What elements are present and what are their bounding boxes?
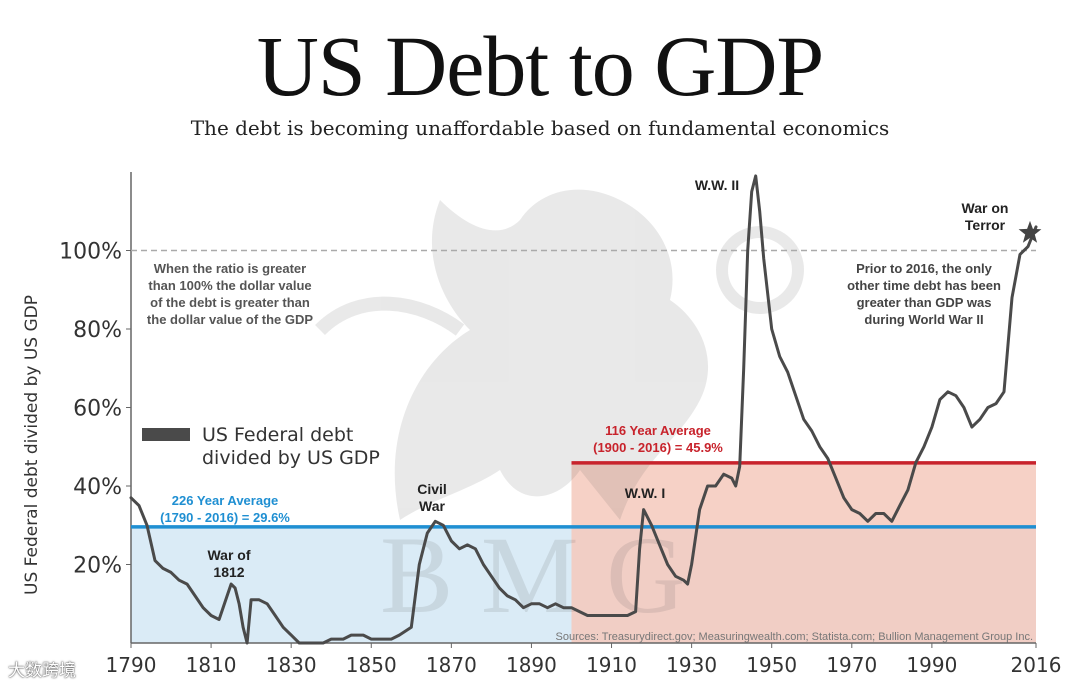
annotation-text: War of: [207, 547, 250, 563]
annotation-text: Civil: [417, 481, 447, 497]
x-tick-label: 1910: [586, 653, 637, 677]
x-tick-label: 1850: [346, 653, 397, 677]
x-tick-label: 1950: [746, 653, 797, 677]
y-tick-label: 20%: [73, 554, 122, 579]
annotation-text: W.W. I: [625, 485, 665, 501]
annotation-text: greater than GDP was: [857, 295, 992, 310]
x-tick-label: 1930: [666, 653, 717, 677]
annotation-text: 1812: [213, 564, 244, 580]
annotation-text: other time debt has been: [847, 278, 1001, 293]
reference-line-label: (1790 - 2016) = 29.6%: [160, 510, 290, 525]
annotation-text: than 100% the dollar value: [148, 278, 311, 293]
x-tick-label: 1830: [266, 653, 317, 677]
x-tick-label: 1990: [906, 653, 957, 677]
annotation-text: Terror: [965, 217, 1006, 233]
legend-label: US Federal debt: [202, 424, 353, 446]
annotation-text: during World War II: [864, 312, 983, 327]
sources-note: Sources: Treasurydirect.gov; Measuringwe…: [556, 631, 1034, 643]
chart-title: US Debt to GDP: [256, 18, 825, 114]
reference-line-label: (1900 - 2016) = 45.9%: [593, 440, 723, 455]
annotation-text: When the ratio is greater: [154, 261, 306, 276]
series-layer: [129, 174, 1042, 645]
average-bands: [131, 462, 1036, 643]
griffin-logo-watermark: B M G: [315, 189, 804, 636]
y-tick-label: 80%: [73, 318, 122, 343]
x-tick-label: 2016: [1011, 653, 1062, 677]
x-tick-label: 1970: [826, 653, 877, 677]
annotation-text: W.W. II: [695, 177, 739, 193]
annotation-text: Prior to 2016, the only: [856, 261, 993, 276]
chart-axes: 1790 1810 1830 1850 1870 1890 1910 1930 1950 1970…: [59, 172, 1061, 677]
debt-line-series-0: [129, 174, 1038, 645]
annotation-text: War: [419, 498, 445, 514]
y-tick-label: 100%: [59, 240, 122, 265]
chart-subtitle: The debt is becoming unaffordable based …: [190, 116, 890, 140]
x-tick-label: 1870: [426, 653, 477, 677]
annotation-text: War on: [962, 200, 1009, 216]
war-on-terror-star-icon: [1018, 220, 1042, 243]
x-tick-label: 1810: [186, 653, 237, 677]
average-band-2: [571, 462, 1036, 643]
x-tick-label: 1790: [106, 653, 157, 677]
svg-text:B M G: B M G: [380, 514, 686, 636]
y-tick-label: 40%: [73, 475, 122, 500]
reference-line-label: 226 Year Average: [172, 493, 279, 508]
y-axis-label: US Federal debt divided by US GDP: [22, 295, 42, 595]
legend-swatch: [142, 428, 190, 441]
y-tick-label: 60%: [73, 397, 122, 422]
x-tick-label: 1890: [506, 653, 557, 677]
legend-label: divided by US GDP: [202, 447, 380, 469]
reference-line-label: 116 Year Average: [605, 423, 711, 438]
site-watermark: 大数跨境: [8, 661, 76, 680]
annotation-text: of the debt is greater than: [150, 295, 310, 310]
annotation-text: the dollar value of the GDP: [147, 312, 313, 327]
reference-lines: 226 Year Average (1790 - 2016) = 29.6% 116…: [131, 249, 1036, 529]
